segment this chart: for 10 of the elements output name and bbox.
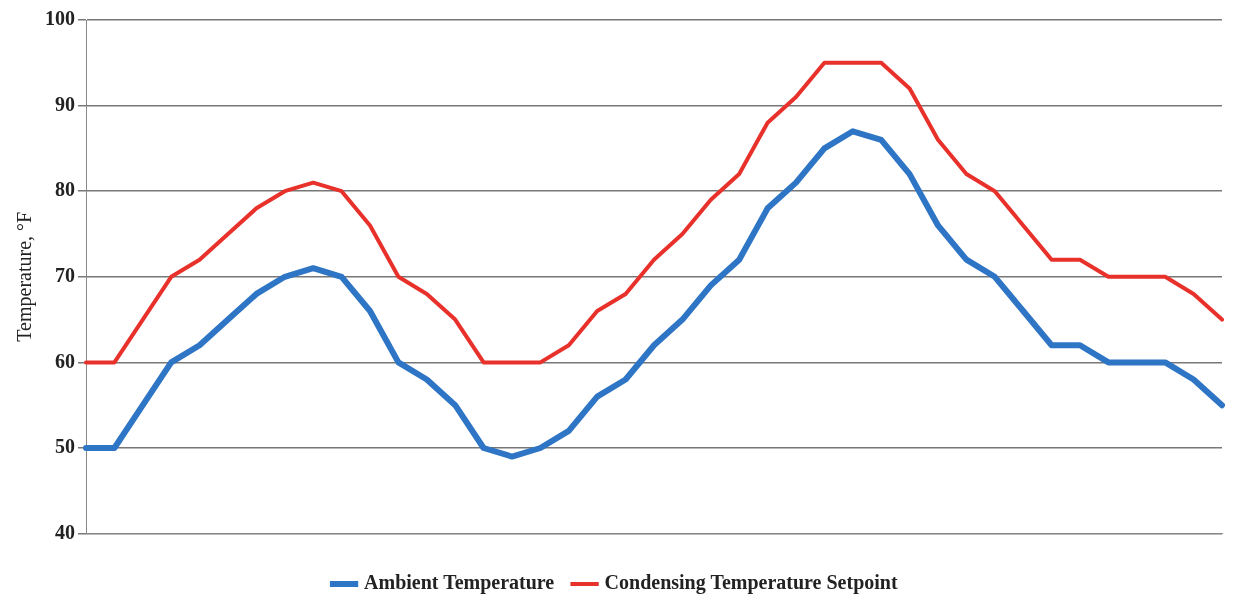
y-tick-label: 50 [55,435,75,458]
y-tick-label: 40 [55,520,75,543]
y-tick-label: 80 [55,178,75,201]
y-tick-label: 90 [55,92,75,115]
y-tick-label: 70 [55,263,75,286]
y-tick-label: 100 [45,7,75,30]
legend-label: Ambient Temperature [364,571,555,595]
y-axis-title: Temperature, °F [13,211,37,342]
y-tick-label: 60 [55,349,75,372]
legend-label: Condensing Temperature Setpoint [604,571,898,595]
